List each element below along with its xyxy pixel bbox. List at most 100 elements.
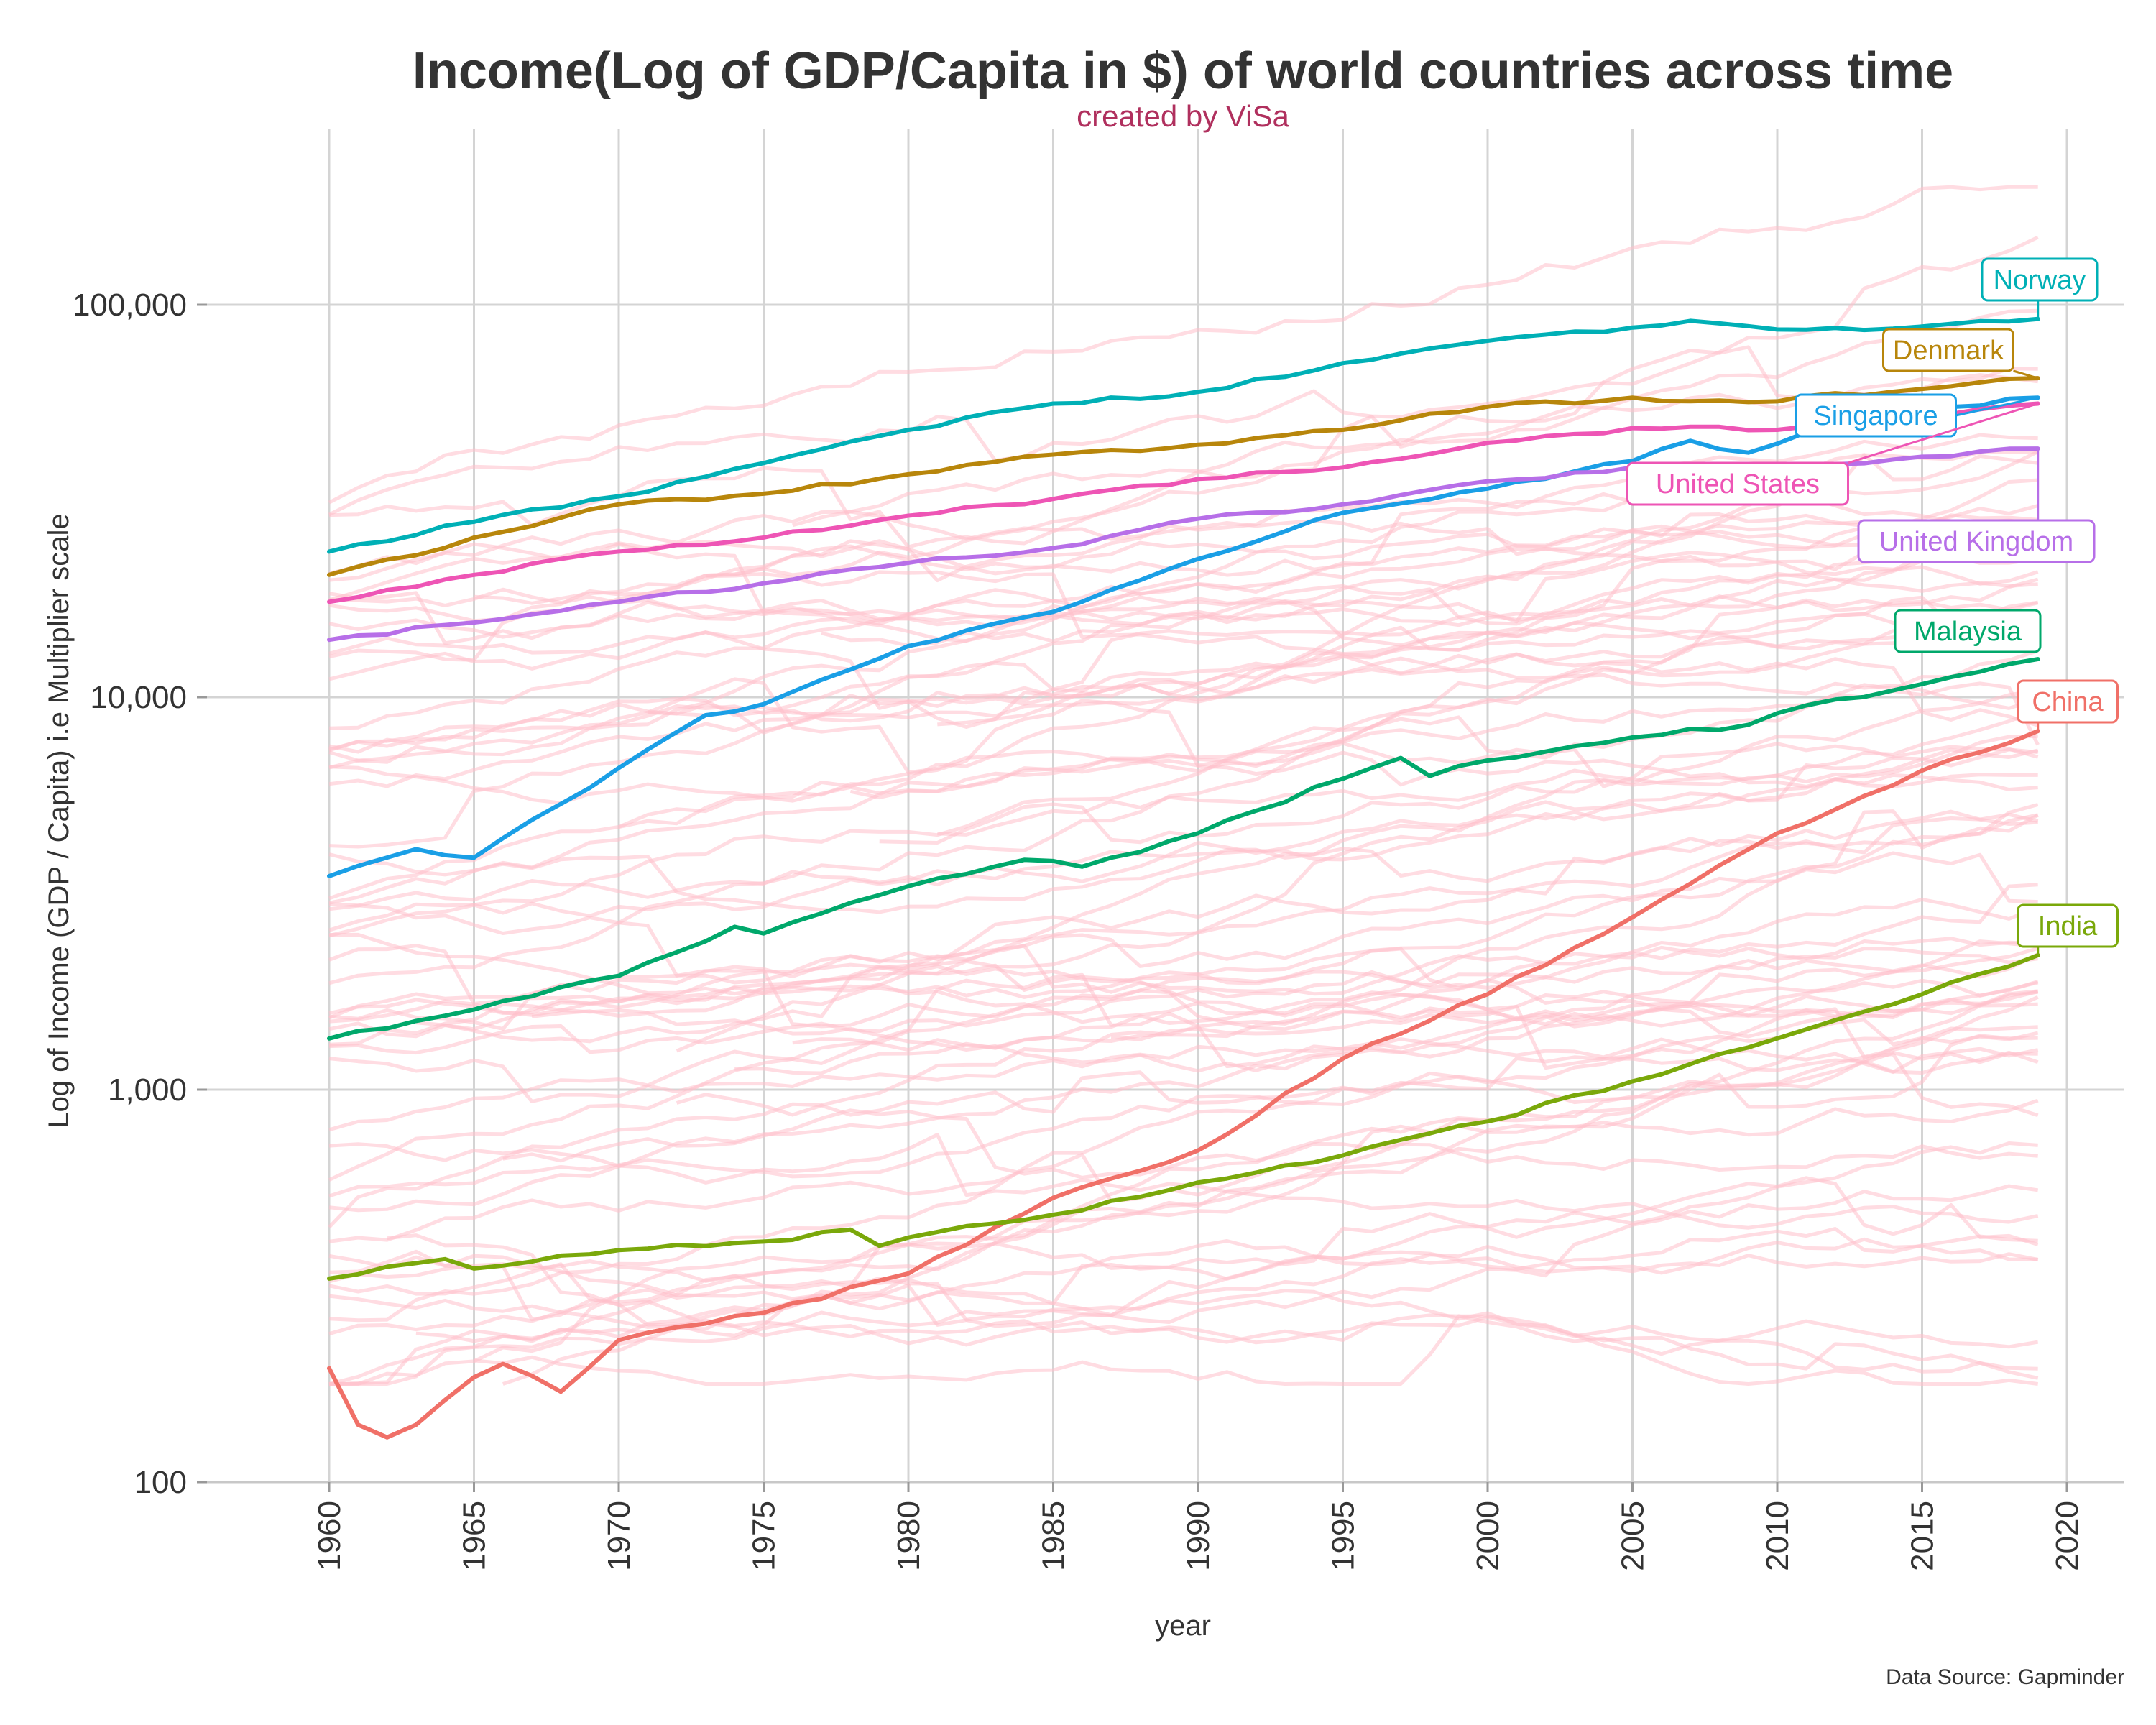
x-tick-label: 1985 (1036, 1501, 1072, 1571)
background-country-line (328, 478, 2038, 849)
label-text: Norway (1994, 265, 2086, 295)
background-country-line (328, 1294, 2039, 1380)
background-country-line (821, 594, 2039, 648)
background-country-line (328, 625, 2039, 932)
background-country-line (387, 1233, 2038, 1371)
background-country-line (328, 897, 2039, 1055)
label-box (1795, 393, 1957, 438)
label-box (1981, 257, 2099, 302)
background-country-line (648, 547, 2039, 716)
background-country-line (328, 450, 2039, 753)
background-country-line (792, 990, 2038, 1052)
label-box (1626, 461, 1849, 506)
background-country-line (328, 653, 2039, 763)
label-text: United States (1656, 469, 1820, 500)
label-text: Singapore (1813, 401, 1938, 431)
background-country-line (328, 947, 2039, 1024)
label-text: Malaysia (1914, 617, 2022, 647)
background-country-line (1110, 978, 2039, 1041)
background-country-line (849, 577, 2039, 800)
background-country-line (328, 952, 2039, 1044)
background-country-line (328, 1237, 2038, 1327)
background-country-line (676, 1051, 2038, 1117)
x-tick-label: 1990 (1181, 1501, 1216, 1571)
y-tick-label: 1,000 (108, 1072, 187, 1108)
label-text: United Kingdom (1879, 527, 2073, 557)
background-country-line (328, 595, 2038, 656)
background-country-line (328, 814, 2039, 1182)
x-axis: 1960 1965 1970 1975 1980 1985 1990 1995 2000 2005… (207, 1481, 2124, 1571)
y-tick-label: 10,000 (90, 680, 187, 715)
background-country-line (328, 689, 2039, 1046)
label-box (1857, 519, 2096, 564)
y-axis-label: Log of Income (GDP / Capita) i.e Multipl… (43, 513, 75, 1128)
x-tick-label: 2020 (2050, 1501, 2085, 1571)
data-source-caption: Data Source: Gapminder (1886, 1665, 2124, 1689)
chart-title: Income(Log of GDP/Capita in $) of world … (413, 42, 1953, 100)
background-country-line (328, 939, 2038, 1213)
label-box (1882, 328, 2014, 372)
series-label-china: China (2017, 679, 2119, 732)
grid-lines (207, 129, 2124, 1484)
background-country-line (328, 1184, 2039, 1386)
x-axis-label: year (1155, 1610, 1211, 1642)
y-tick-label: 100 (134, 1465, 187, 1500)
series-line-norway (327, 316, 2040, 554)
background-country-line (328, 773, 2038, 938)
background-country-line (328, 812, 2039, 1016)
background-country-line (328, 681, 2040, 905)
series-line-china (327, 729, 2040, 1440)
background-country-line (328, 809, 2039, 1229)
series-line-denmark (327, 376, 2040, 577)
series-line-malaysia (327, 657, 2040, 1041)
label-text: Denmark (1893, 336, 2004, 366)
x-tick-label: 2000 (1470, 1501, 1506, 1571)
series-label-malaysia: Malaysia (1894, 609, 2042, 653)
background-country-line (328, 630, 2038, 788)
series-labels: Norway Denmark Singapore United States Unite… (1626, 257, 2119, 956)
label-leader-line (2013, 369, 2039, 380)
y-tick-label: 100,000 (73, 288, 187, 323)
label-text: India (2038, 911, 2098, 942)
series-label-united-states: United States (1626, 402, 2039, 506)
background-country-line (502, 1025, 2038, 1386)
series-label-singapore: Singapore (1795, 393, 2039, 438)
x-tick-label: 1970 (602, 1501, 637, 1571)
background-country-line (937, 652, 2039, 727)
x-tick-label: 2005 (1616, 1501, 1651, 1571)
background-country-line (328, 932, 2039, 1075)
chart-subtitle: created by ViSa (1077, 99, 1289, 133)
background-country-line (937, 734, 2038, 837)
x-tick-label: 1980 (891, 1501, 926, 1571)
background-country-line (328, 533, 2039, 901)
background-country-lines (328, 185, 2040, 1386)
label-leader-line (1848, 402, 2039, 464)
x-tick-label: 1995 (1326, 1501, 1361, 1571)
series-line-united-states (327, 401, 2040, 604)
x-tick-label: 2015 (1905, 1501, 1940, 1571)
background-country-line (328, 989, 2038, 1103)
label-text: China (2032, 687, 2104, 717)
background-country-line (328, 235, 2039, 517)
label-box (2017, 679, 2119, 724)
background-country-line (879, 709, 2039, 845)
series-label-norway: Norway (1981, 257, 2099, 319)
series-line-india (327, 953, 2040, 1281)
background-country-line (328, 748, 2038, 911)
background-country-line (676, 748, 2039, 1053)
series-line-singapore (327, 395, 2040, 878)
series-label-united-kingdom: United Kingdom (1857, 448, 2096, 564)
background-country-line (328, 185, 2038, 505)
y-axis: 100 1,000 10,000 100,000 (73, 288, 207, 1500)
series-label-denmark: Denmark (1882, 328, 2039, 380)
background-country-line (328, 741, 2039, 805)
x-tick-label: 1975 (747, 1501, 782, 1571)
background-country-line (328, 572, 2038, 645)
label-box (1894, 609, 2042, 653)
x-tick-label: 2010 (1760, 1501, 1795, 1571)
background-country-line (328, 989, 2039, 1322)
series-label-india: India (2017, 903, 2119, 956)
background-country-line (328, 1176, 2039, 1311)
background-country-line (328, 595, 2039, 985)
